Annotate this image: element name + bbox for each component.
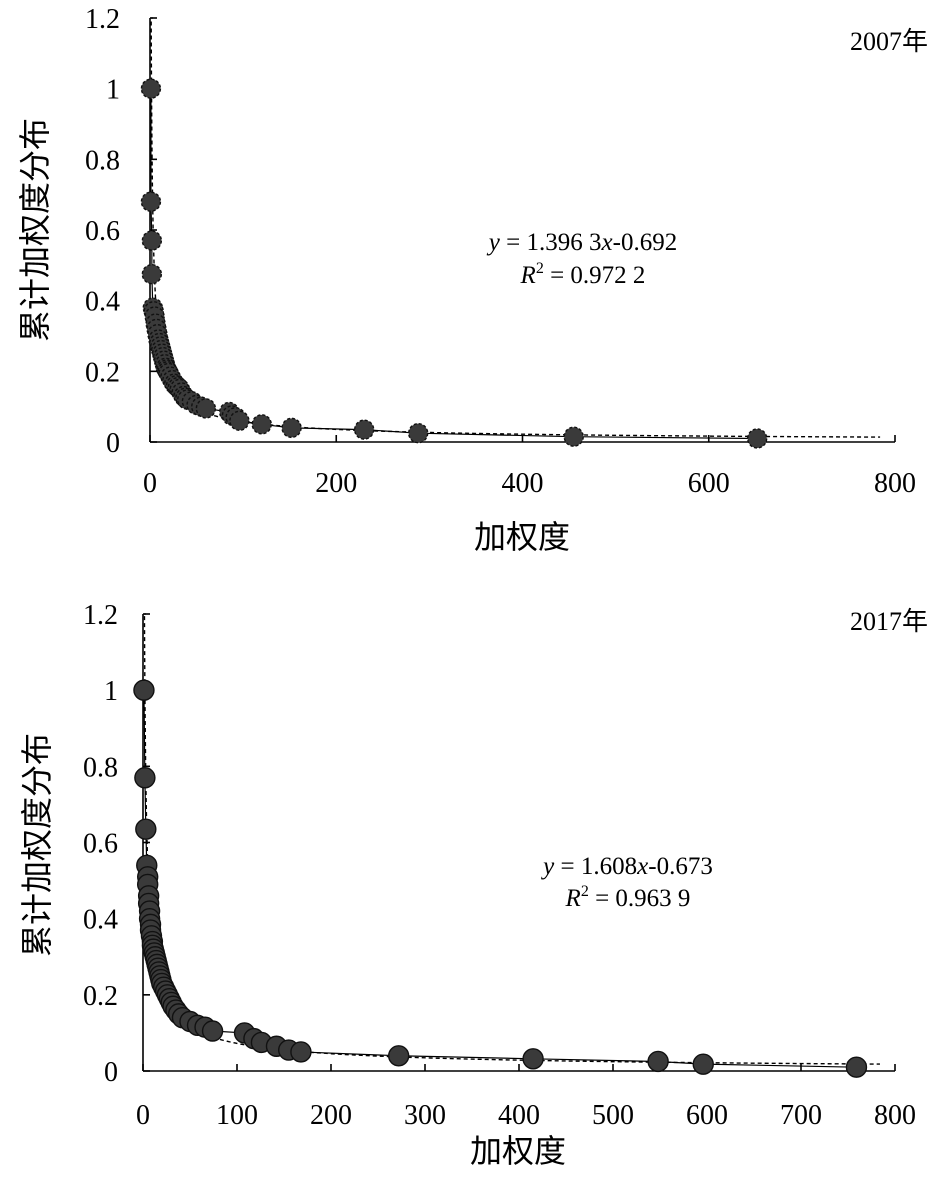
data-point [141,230,163,251]
data-point [195,398,217,419]
data-line-path [143,690,857,1068]
y-tick-label: 0.4 [85,287,120,318]
data-point [251,414,272,435]
x-tick-label: 800 [874,468,916,499]
eq-coefficient: = 1.396 3 [500,229,602,256]
eq-coefficient: = 1.608 [554,853,637,880]
r-squared: R2 = 0.963 9 [565,883,691,912]
data-point [201,1020,224,1042]
data-point [229,410,250,431]
data-points [133,679,868,1078]
y-tick-label: 0 [104,1057,118,1088]
y-tick-label: 0.8 [85,145,120,176]
x-tick-label: 200 [310,1100,352,1131]
x-tick-label: 300 [404,1100,446,1131]
r-squared: R2 = 0.972 2 [520,260,646,289]
data-line [143,690,857,1068]
r-symbol: R [565,885,581,912]
fit-curve [143,613,880,1065]
eq-exponent: -0.673 [648,853,713,880]
y-tick-label: 0.6 [85,216,120,247]
data-point [746,428,768,449]
ticks: 0 200 400 600 800 0 0.2 0.4 0.6 0.8 1 1.2 [85,4,916,499]
x-tick-label: 600 [688,468,730,499]
eq-x-symbol: x [601,229,613,256]
y-axis-title: 累计加权度分布 [19,733,55,957]
y-tick-label: 0.8 [83,752,118,783]
x-tick-label: 700 [780,1100,822,1131]
fit-curve-path [143,616,880,1065]
ticks: 0 100 200 300 400 500 600 700 800 0 0.2 0.4 0.6 0.8 1 1… [83,600,916,1131]
data-point [140,191,162,212]
data-point [692,1053,714,1075]
y-tick-label: 0.6 [83,829,118,860]
x-tick-label: 200 [315,468,357,499]
y-tick-label: 1 [104,676,118,707]
data-point [353,419,375,440]
r-value: = 0.963 9 [589,885,691,912]
data-point [133,679,155,701]
x-tick-label: 100 [216,1100,258,1131]
y-tick-label: 1.2 [85,4,120,35]
data-point [290,1041,312,1063]
data-point [522,1048,544,1070]
data-point [281,417,302,439]
year-label: 2007年 [850,27,928,56]
r-superscript: 2 [581,883,589,900]
eq-y-symbol: y [540,853,555,880]
regression-equation: y = 1.608x-0.673 [540,853,713,880]
x-tick-label: 0 [143,468,157,499]
eq-y-symbol: y [486,229,501,256]
data-point [408,422,429,444]
data-point [647,1050,669,1073]
eq-x-symbol: x [636,853,648,880]
chart-2017: 0 100 200 300 400 500 600 700 800 0 0.2 0.4 0.6 0.8 1 1… [19,600,928,1169]
y-tick-label: 0.4 [83,905,118,936]
x-tick-label: 400 [502,468,544,499]
r-superscript: 2 [536,260,544,277]
regression-equation: y = 1.396 3x-0.692 [486,229,677,256]
data-point [141,263,163,285]
x-tick-label: 0 [136,1100,150,1131]
year-label: 2017年 [850,607,928,636]
data-point [387,1045,410,1067]
fit-curve [150,17,881,438]
x-axis-title: 加权度 [474,519,570,555]
data-point [140,78,162,99]
y-tick-label: 1 [106,75,120,106]
eq-exponent: -0.692 [613,229,678,256]
x-axis-title: 加权度 [470,1133,566,1169]
data-point [845,1056,868,1078]
data-point [563,426,584,447]
y-tick-label: 0 [106,428,120,459]
x-tick-label: 400 [498,1100,540,1131]
x-tick-label: 800 [874,1100,916,1131]
x-tick-label: 600 [686,1100,728,1131]
r-symbol: R [520,262,536,289]
x-tick-label: 500 [592,1100,634,1131]
data-point [135,818,157,840]
data-line-path [150,88,758,440]
chart-2007: 0 200 400 600 800 0 0.2 0.4 0.6 0.8 1 1.2 2007年 y =… [17,4,928,555]
y-tick-label: 1.2 [83,600,118,631]
y-tick-label: 0.2 [83,981,118,1012]
r-value: = 0.972 2 [544,262,646,289]
y-axis-title: 累计加权度分布 [17,118,53,342]
data-points [140,78,768,449]
y-tick-label: 0.2 [85,357,120,388]
data-line [150,88,758,440]
data-point [134,767,156,789]
